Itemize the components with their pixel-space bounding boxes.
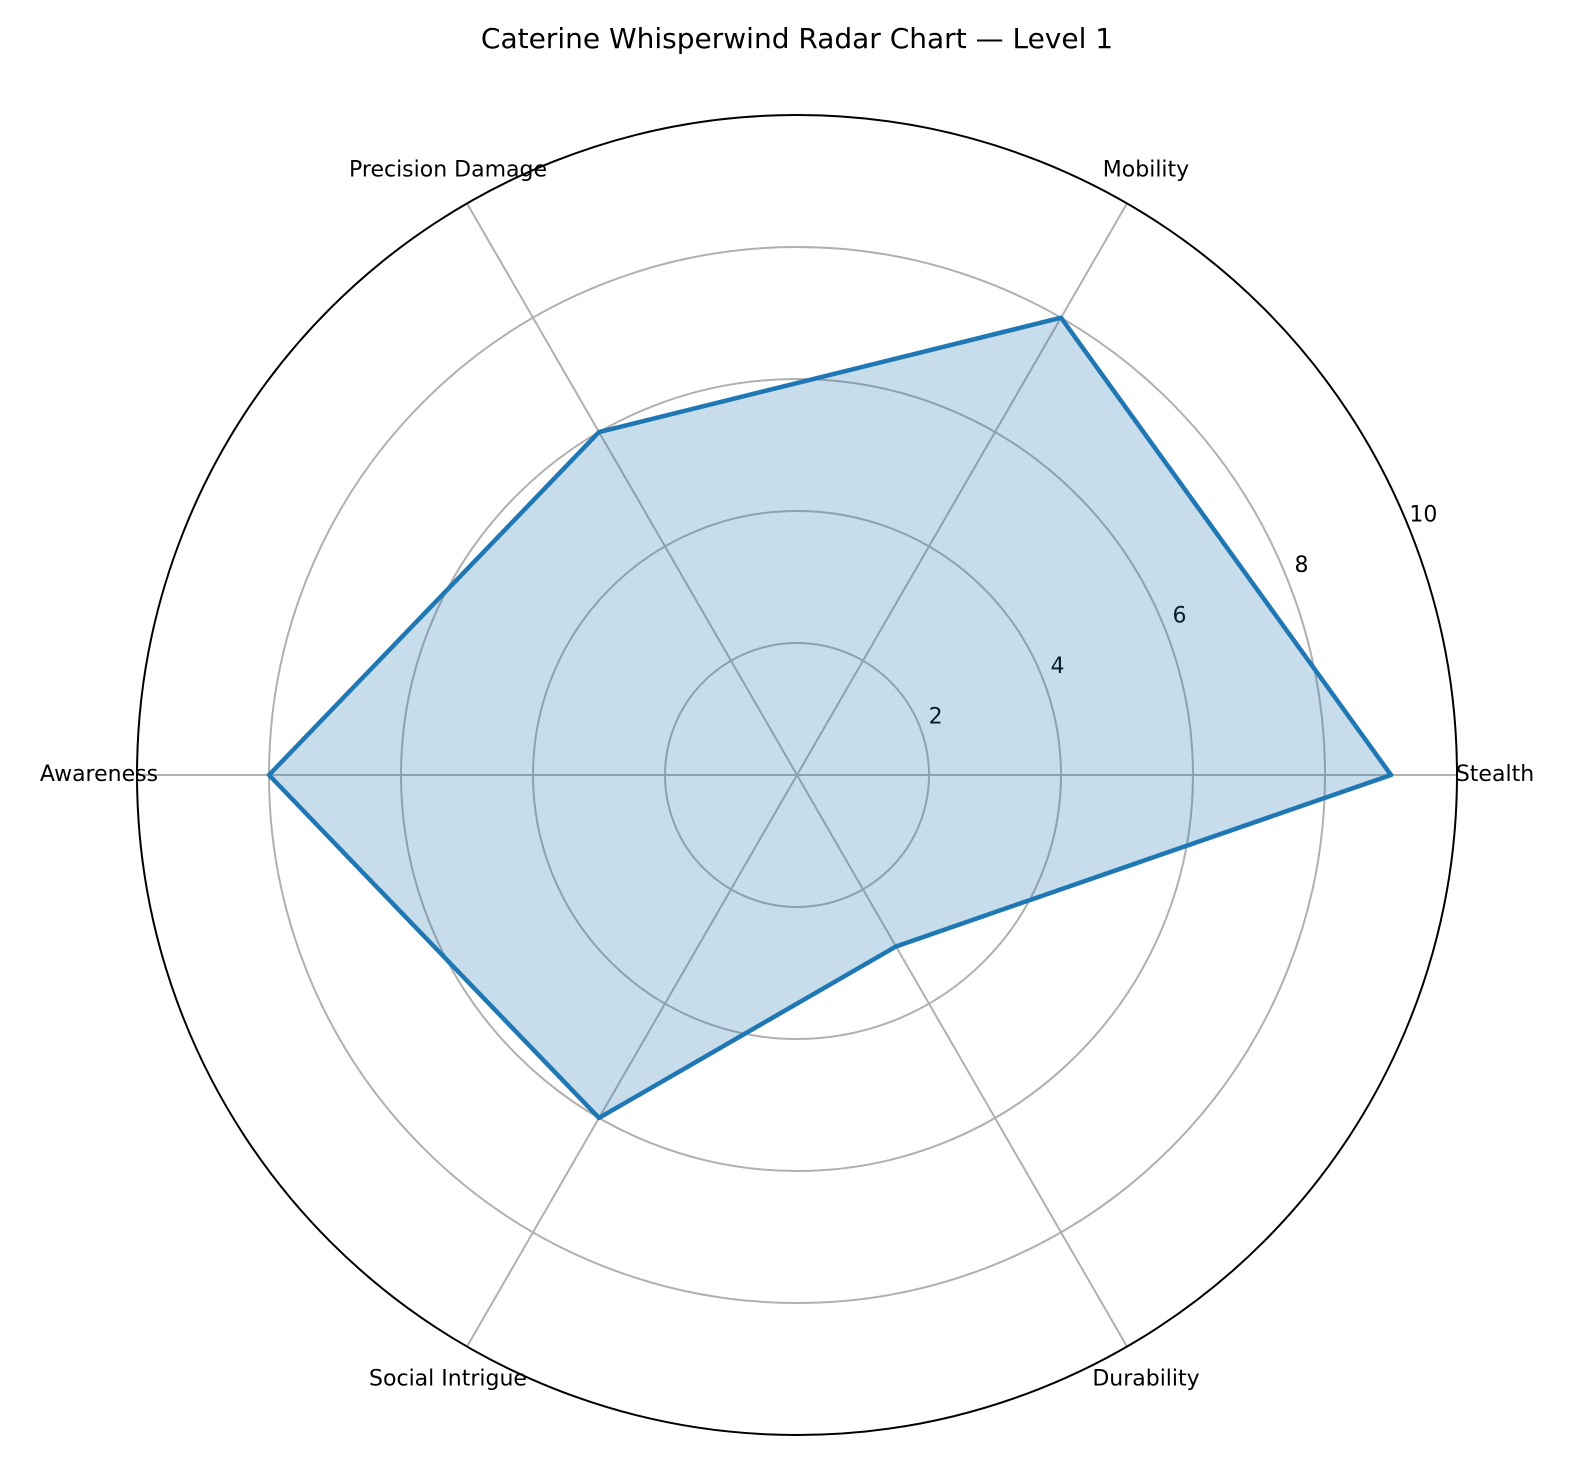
data-area	[269, 317, 1391, 1118]
r-tick-label: 8	[1294, 553, 1308, 578]
outer-frame	[136, 114, 1458, 1436]
category-label: Stealth	[1456, 762, 1534, 787]
r-tick-label: 10	[1409, 503, 1437, 528]
spoke	[796, 202, 1128, 776]
spoke	[466, 202, 798, 776]
r-tick-label: 4	[1051, 654, 1065, 679]
spoke	[466, 774, 798, 1348]
category-label: Awareness	[40, 762, 158, 787]
spoke	[796, 774, 1128, 1348]
category-label: Mobility	[1103, 158, 1189, 183]
chart-title: Caterine Whisperwind Radar Chart — Level…	[481, 22, 1113, 55]
category-label: Social Intrigue	[369, 1366, 527, 1391]
r-tick-label: 6	[1172, 604, 1186, 629]
category-label: Precision Damage	[349, 158, 547, 183]
data-line	[266, 315, 1394, 1121]
r-tick-label: 2	[929, 705, 943, 730]
category-label: Durability	[1092, 1366, 1199, 1391]
